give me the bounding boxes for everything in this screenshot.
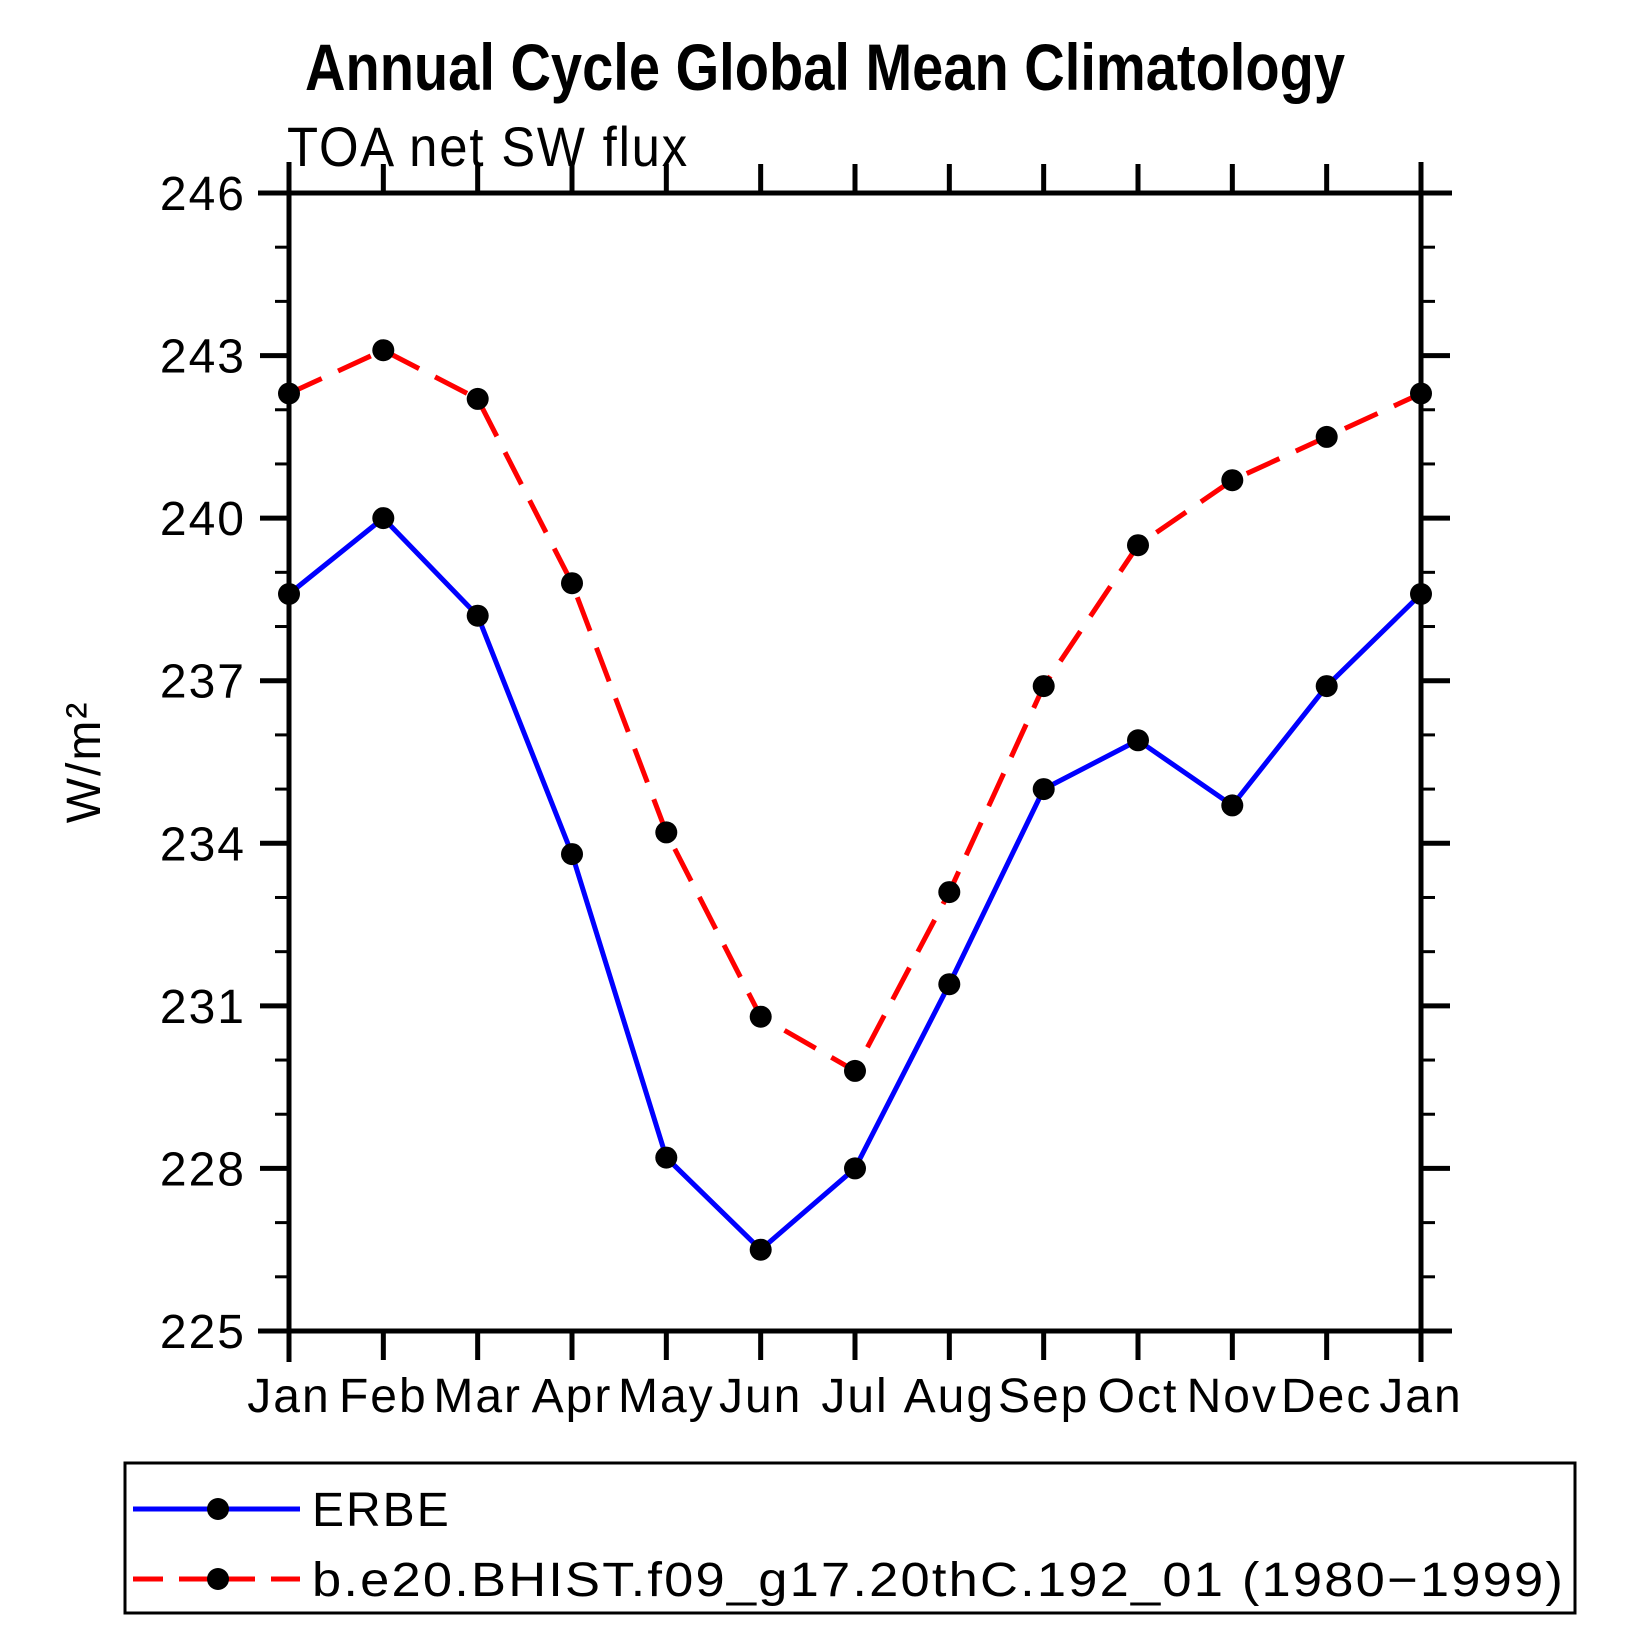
data-point-marker bbox=[1127, 729, 1149, 752]
model-line bbox=[287, 347, 1423, 1075]
y-axis-tick-label: 243 bbox=[160, 331, 246, 384]
y-axis-tick-label: 237 bbox=[160, 656, 246, 709]
data-point-marker bbox=[1032, 675, 1055, 698]
y-axis-tick-label: 234 bbox=[160, 818, 246, 871]
data-point-marker bbox=[1221, 794, 1244, 817]
x-axis-tick-label: Feb bbox=[339, 1370, 428, 1423]
data-point-marker bbox=[278, 583, 300, 605]
data-point-marker bbox=[749, 1005, 772, 1028]
data-series bbox=[278, 339, 1432, 1261]
x-axis-tick-label: Dec bbox=[1281, 1370, 1372, 1423]
legend-sample-erbe-marker bbox=[207, 1498, 229, 1520]
data-point-marker bbox=[749, 1238, 772, 1261]
legend: ERBE b.e20.BHIST.f09_g17.20thC.192_01 (1… bbox=[123, 1461, 1577, 1615]
legend-label-model: b.e20.BHIST.f09_g17.20thC.192_01 (1980−1… bbox=[312, 1554, 1565, 1607]
axis-ticks bbox=[260, 164, 1450, 1360]
data-point-marker bbox=[655, 821, 678, 844]
x-axis-tick-label: Jan bbox=[247, 1370, 330, 1423]
legend-sample-model-marker bbox=[207, 1568, 229, 1590]
y-axis-tick-label: 246 bbox=[160, 168, 246, 221]
data-point-marker bbox=[938, 973, 961, 996]
x-axis-tick-label: Jul bbox=[821, 1370, 888, 1423]
y-axis-tick-label: 225 bbox=[160, 1306, 246, 1359]
data-point-marker bbox=[1032, 778, 1055, 801]
data-point-marker bbox=[1410, 382, 1432, 405]
data-point-marker bbox=[561, 843, 583, 866]
data-point-marker bbox=[1315, 425, 1338, 448]
chart-title: Annual Cycle Global Mean Climatology bbox=[305, 30, 1345, 104]
data-point-marker bbox=[1127, 534, 1149, 557]
x-axis-tick-label: May bbox=[618, 1370, 715, 1423]
data-point-marker bbox=[561, 572, 583, 595]
y-axis-tick-label: 231 bbox=[160, 981, 246, 1034]
x-axis-tick-label: Sep bbox=[998, 1370, 1089, 1423]
data-point-marker bbox=[655, 1146, 678, 1169]
data-point-marker bbox=[466, 604, 489, 627]
x-axis-tick-label: Nov bbox=[1187, 1370, 1278, 1423]
x-axis-tick-label: Jun bbox=[719, 1370, 802, 1423]
y-axis-tick-label: 240 bbox=[160, 493, 246, 546]
data-point-marker bbox=[466, 387, 489, 410]
x-axis-tick-label: Oct bbox=[1098, 1370, 1179, 1423]
x-axis-tick-label: Mar bbox=[433, 1370, 522, 1423]
data-point-marker bbox=[844, 1157, 866, 1180]
chart-subtitle: TOA net SW flux bbox=[287, 115, 689, 178]
data-point-marker bbox=[1221, 469, 1244, 492]
x-axis-tick-label: Jan bbox=[1379, 1370, 1462, 1423]
erbe-line bbox=[287, 514, 1423, 1254]
data-point-marker bbox=[844, 1059, 866, 1082]
data-point-marker bbox=[1315, 675, 1338, 698]
y-axis-label: W/m² bbox=[58, 701, 111, 824]
data-point-marker bbox=[372, 339, 395, 362]
legend-label-erbe: ERBE bbox=[312, 1484, 451, 1537]
data-point-marker bbox=[1410, 583, 1432, 605]
data-point-marker bbox=[938, 881, 961, 904]
y-axis-tick-label: 228 bbox=[160, 1143, 246, 1196]
data-point-marker bbox=[278, 382, 300, 405]
plot-frame bbox=[258, 162, 1452, 1362]
legend-box bbox=[123, 1461, 1577, 1615]
x-axis-tick-label: Aug bbox=[904, 1370, 995, 1423]
x-axis-tick-label: Apr bbox=[532, 1370, 613, 1423]
data-point-marker bbox=[372, 507, 395, 530]
